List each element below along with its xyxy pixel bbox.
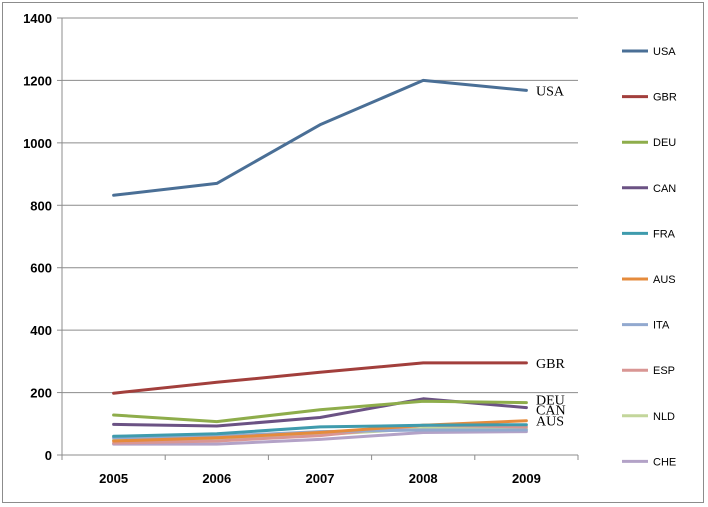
end-label-deu: DEU xyxy=(536,394,565,409)
y-tick-label: 400 xyxy=(30,323,52,338)
legend-label-nld: NLD xyxy=(653,411,675,423)
legend-label-can: CAN xyxy=(653,183,676,195)
y-tick-label: 800 xyxy=(30,198,52,213)
chart-frame xyxy=(2,2,704,503)
series-lines xyxy=(112,78,528,446)
legend-label-esp: ESP xyxy=(653,365,675,377)
legend-label-deu: DEU xyxy=(653,137,676,149)
series-line-usa xyxy=(112,78,528,197)
y-tick-label: 1400 xyxy=(23,11,52,26)
end-label-aus: AUS xyxy=(536,415,564,430)
gridlines xyxy=(62,17,578,394)
series-line-gbr xyxy=(112,361,528,395)
y-tick-label: 600 xyxy=(30,261,52,276)
series-line-deu xyxy=(112,399,528,424)
end-label-gbr: GBR xyxy=(536,357,565,372)
end-label-can: CAN xyxy=(536,404,566,419)
x-tick-label: 2005 xyxy=(99,471,128,486)
x-tick-label: 2009 xyxy=(512,471,541,486)
legend: USA GBR DEU CAN FRA AUS ITA ESP NLD CHE xyxy=(622,46,677,468)
legend-label-gbr: GBR xyxy=(653,92,677,104)
series-line-che xyxy=(112,430,528,446)
y-tick-label: 200 xyxy=(30,386,52,401)
y-tick-label: 1000 xyxy=(23,136,52,151)
legend-label-ita: ITA xyxy=(653,320,670,332)
x-tick-label: 2006 xyxy=(202,471,231,486)
y-tick-label: 1200 xyxy=(23,73,52,88)
x-tick-label: 2007 xyxy=(306,471,335,486)
legend-label-aus: AUS xyxy=(653,274,676,286)
series-line-fra xyxy=(112,423,528,438)
end-label-usa: USA xyxy=(536,84,565,99)
y-tick-label: 0 xyxy=(45,448,52,463)
legend-label-fra: FRA xyxy=(653,228,676,240)
legend-label-usa: USA xyxy=(653,46,676,58)
x-tick-label: 2008 xyxy=(409,471,438,486)
legend-label-che: CHE xyxy=(653,456,676,468)
axes: 0 200 400 600 800 1000 1200 1400 2005 2006 2007 200… xyxy=(23,11,579,486)
